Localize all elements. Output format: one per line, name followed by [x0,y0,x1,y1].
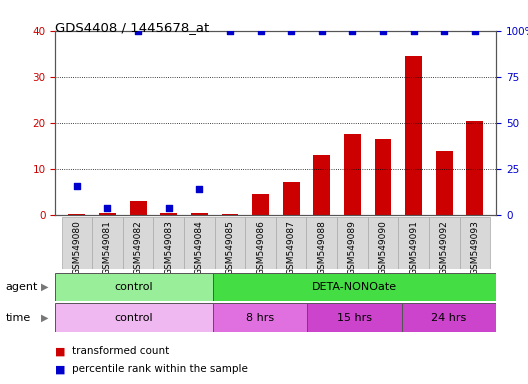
Text: GSM549091: GSM549091 [409,220,418,275]
Bar [161,213,177,215]
Point [165,205,173,211]
Text: GDS4408 / 1445678_at: GDS4408 / 1445678_at [55,21,210,34]
Text: agent: agent [5,282,37,292]
Text: GSM549089: GSM549089 [348,220,357,275]
Bar [191,213,208,215]
Bar [69,214,86,215]
Bar [130,201,147,215]
Text: ■: ■ [55,364,66,374]
Text: transformed count: transformed count [72,346,169,356]
Bar [402,303,496,332]
Bar [283,182,299,215]
Text: GSM549086: GSM549086 [256,220,265,275]
Text: GSM549080: GSM549080 [72,220,81,275]
Bar [99,213,116,215]
Bar [276,217,306,269]
Point [73,182,81,189]
Text: GSM549082: GSM549082 [134,220,143,275]
Text: GSM549092: GSM549092 [440,220,449,275]
Bar [344,134,361,215]
Bar [307,303,402,332]
Bar [92,217,123,269]
Bar [375,139,391,215]
Text: GSM549087: GSM549087 [287,220,296,275]
Text: GSM549088: GSM549088 [317,220,326,275]
Point [103,205,112,211]
Bar [436,151,452,215]
Text: control: control [115,313,154,323]
Point [257,28,265,34]
Text: GSM549093: GSM549093 [470,220,479,275]
Point [409,28,418,34]
Bar [123,217,154,269]
Text: control: control [115,282,154,292]
Text: GSM549084: GSM549084 [195,220,204,275]
Bar [184,217,215,269]
Bar [222,214,238,215]
Text: 15 hrs: 15 hrs [337,313,372,323]
Bar [367,217,398,269]
Bar [314,155,330,215]
Point [470,28,479,34]
Bar [398,217,429,269]
Bar [215,217,246,269]
Bar [154,217,184,269]
Bar [252,194,269,215]
Bar [306,217,337,269]
Bar [466,121,483,215]
Text: time: time [5,313,31,323]
Text: 24 hrs: 24 hrs [431,313,467,323]
Text: DETA-NONOate: DETA-NONOate [312,282,397,292]
Point [348,28,356,34]
Text: percentile rank within the sample: percentile rank within the sample [72,364,248,374]
Bar [405,56,422,215]
Point [379,28,387,34]
Bar [429,217,459,269]
Point [440,28,448,34]
Bar [213,273,496,301]
Text: ▶: ▶ [41,313,48,323]
Text: GSM549090: GSM549090 [379,220,388,275]
Bar [213,303,307,332]
Text: GSM549085: GSM549085 [225,220,234,275]
Text: GSM549083: GSM549083 [164,220,173,275]
Bar [62,217,92,269]
Text: 8 hrs: 8 hrs [246,313,274,323]
Bar [337,217,367,269]
Bar [55,273,213,301]
Text: ▶: ▶ [41,282,48,292]
Text: ■: ■ [55,346,66,356]
Bar [459,217,490,269]
Point [134,28,143,34]
Point [195,186,204,192]
Point [287,28,295,34]
Point [317,28,326,34]
Text: GSM549081: GSM549081 [103,220,112,275]
Bar [246,217,276,269]
Bar [55,303,213,332]
Point [226,28,234,34]
